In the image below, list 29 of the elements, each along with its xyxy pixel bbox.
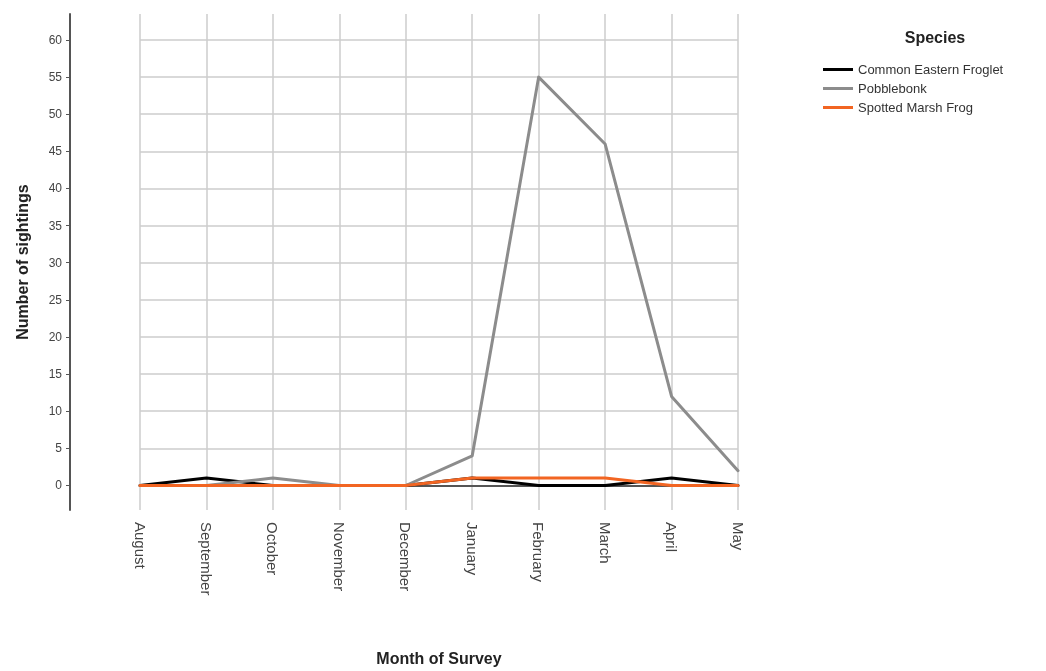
x-tick-label: September (197, 522, 215, 596)
x-tick-label: November (330, 522, 348, 592)
x-tick-label: February (530, 522, 548, 583)
y-tick-label: 0 (55, 478, 63, 493)
y-tick-label: 10 (48, 404, 63, 419)
legend-title: Species (904, 28, 966, 46)
y-tick-label: 60 (48, 32, 63, 47)
x-tick-label: January (463, 522, 481, 576)
y-tick-label: 20 (48, 329, 63, 344)
y-tick-label: 40 (48, 181, 63, 196)
legend-label: Pobblebonk (858, 81, 928, 96)
y-tick-label: 55 (48, 70, 63, 85)
y-tick-label: 35 (48, 218, 63, 233)
x-tick-label: May (729, 522, 747, 551)
x-axis-title: Month of Survey (376, 649, 502, 667)
y-tick-label: 15 (48, 367, 63, 382)
y-tick-label: 50 (48, 107, 63, 122)
legend-label: Spotted Marsh Frog (858, 100, 973, 115)
y-tick-label: 45 (48, 144, 63, 159)
y-axis-title: Number of sightings (13, 184, 31, 340)
y-tick-label: 30 (48, 255, 63, 270)
x-tick-label: August (131, 522, 149, 570)
y-tick-label: 25 (48, 292, 63, 307)
y-tick-label: 5 (55, 441, 63, 456)
x-tick-label: April (663, 522, 681, 553)
x-tick-label: March (596, 522, 614, 564)
legend-label: Common Eastern Froglet (858, 62, 1004, 77)
x-tick-label: October (264, 522, 282, 576)
x-tick-label: December (397, 522, 415, 592)
